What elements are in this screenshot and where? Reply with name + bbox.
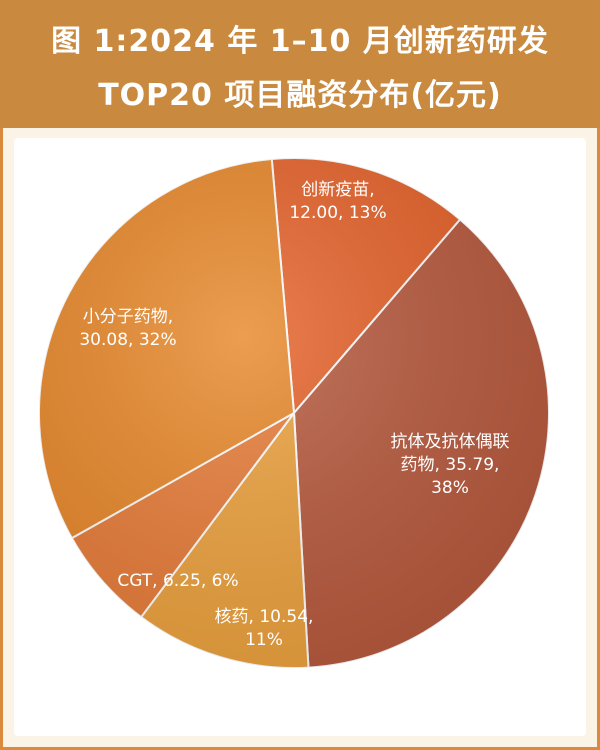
slice-label-0: 创新疫苗, 12.00, 13% [289, 180, 386, 223]
slice-label-0-line-1: 12.00, 13% [289, 203, 386, 223]
slice-label-1: 抗体及抗体偶联药物, 35.79, 38% [391, 432, 510, 498]
chart-title-line2: TOP20 项目融资分布(亿元) [98, 78, 502, 113]
slice-label-3-line-0: CGT, 6.25, 6% [117, 571, 238, 591]
slice-label-4: 小分子药物, 30.08, 32% [79, 307, 176, 350]
slice-label-1-line-1: 药物, 35.79, [401, 455, 500, 475]
slice-label-4-line-0: 小分子药物, [83, 307, 173, 327]
slice-label-4-line-1: 30.08, 32% [79, 330, 176, 350]
slice-label-2-line-0: 核药, 10.54, [215, 607, 314, 627]
slice-label-2-line-1: 11% [245, 630, 283, 650]
chart-title-line1: 图 1:2024 年 1–10 月创新药研发 [51, 24, 549, 59]
title-banner: 图 1:2024 年 1–10 月创新药研发 TOP20 项目融资分布(亿元) [0, 0, 600, 128]
slice-label-3: CGT, 6.25, 6% [117, 571, 238, 591]
slice-label-2: 核药, 10.54, 11% [215, 607, 314, 650]
slice-label-0-line-0: 创新疫苗, [301, 180, 374, 200]
slice-label-1-line-2: 38% [431, 478, 469, 498]
slice-label-1-line-0: 抗体及抗体偶联 [391, 432, 510, 452]
